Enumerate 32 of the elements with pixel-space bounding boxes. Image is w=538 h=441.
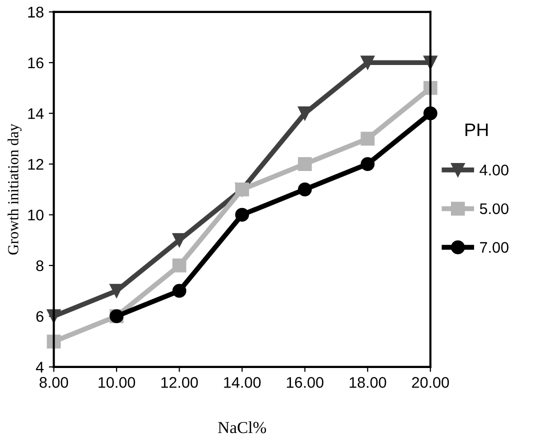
y-axis-title: Growth initiation day [8, 124, 22, 255]
point [360, 132, 375, 146]
y-tick-label: 6 [36, 311, 44, 322]
point [298, 182, 312, 196]
x-tick-label: 10.00 [98, 377, 136, 388]
point [172, 233, 186, 248]
point [110, 284, 124, 298]
y-tick-label: 18 [28, 6, 44, 18]
x-tick-label: 12.00 [161, 377, 198, 388]
point [172, 284, 186, 298]
x-tick-label: 20.00 [412, 377, 449, 388]
x-axis-title: NaCl% [218, 421, 266, 434]
legend-label: 7.00 [480, 242, 508, 253]
y-tick-label: 16 [28, 57, 44, 68]
x-tick-label: 14.00 [224, 377, 261, 388]
x-tick-label: 18.00 [350, 377, 386, 388]
legend-label: 4.00 [480, 164, 508, 176]
x-tick-label: 16.00 [286, 377, 324, 388]
y-tick-label: 10 [28, 210, 44, 220]
point [298, 157, 312, 171]
x-tick-label: 8.00 [40, 377, 68, 388]
y-tick-label: 14 [28, 108, 44, 119]
legend-title: PH [466, 124, 488, 136]
point [172, 258, 186, 272]
point [235, 208, 250, 222]
point [360, 157, 375, 171]
point [298, 106, 312, 120]
legend-label: 5.00 [480, 203, 508, 214]
y-tick-label: 12 [28, 158, 44, 170]
y-tick-label: 8 [36, 260, 44, 272]
y-tick-label: 4 [36, 362, 44, 372]
point [360, 56, 375, 70]
